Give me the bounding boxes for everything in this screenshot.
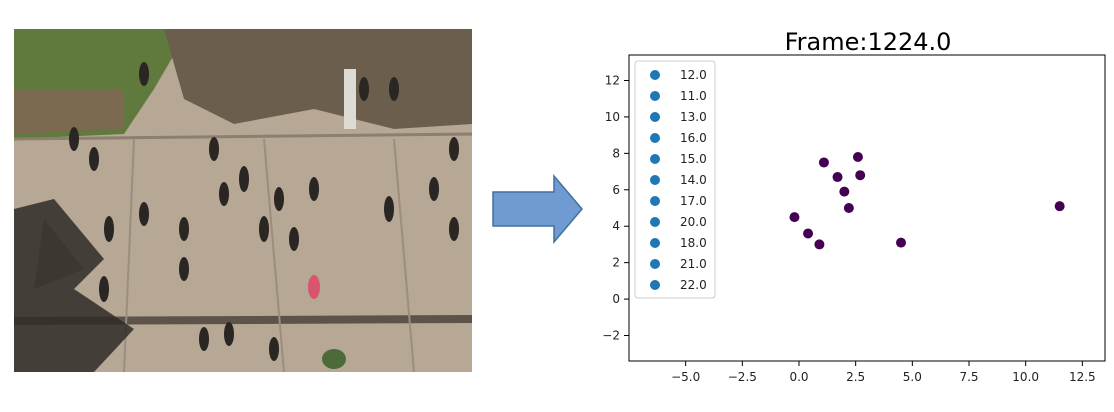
legend-label: 14.0 [680, 173, 707, 187]
legend-label: 18.0 [680, 236, 707, 250]
y-tick-label: 4 [612, 219, 620, 233]
legend-label: 22.0 [680, 278, 707, 292]
legend-label: 17.0 [680, 194, 707, 208]
plot-frame [628, 54, 1106, 362]
x-tick-label: −2.5 [728, 370, 757, 384]
chart-title: Frame:1224.0 [785, 28, 952, 56]
y-tick-label: 2 [612, 256, 620, 270]
y-tick-label: 8 [612, 146, 620, 160]
scatter-point [843, 203, 854, 213]
legend: 12.0 11.0 13.0 16.0 15.0 14.0 17.0 20.0 18.0 21.0… [634, 60, 716, 299]
scatter-point [896, 237, 906, 248]
y-tick-label: 12 [605, 74, 620, 88]
legend-marker [650, 112, 660, 122]
legend-marker [650, 70, 660, 80]
legend-label: 11.0 [680, 89, 707, 103]
scatter-point [855, 170, 866, 181]
x-tick-label: −5.0 [671, 370, 700, 384]
x-tick-label: 12.5 [1069, 370, 1096, 384]
legend-marker [650, 259, 660, 269]
legend-label: 15.0 [680, 152, 707, 166]
legend-marker [650, 196, 660, 206]
scatter-point [818, 157, 829, 168]
scatter-point [832, 172, 843, 183]
scatter-point [839, 186, 850, 197]
legend-marker [650, 154, 660, 164]
legend-label: 13.0 [680, 110, 707, 124]
legend-marker [650, 133, 660, 143]
crowd-photo [14, 29, 472, 372]
legend-marker [650, 280, 660, 290]
legend-label: 21.0 [680, 257, 707, 271]
scatter-point [789, 212, 800, 223]
x-tick-label: 2.5 [846, 370, 865, 384]
right-arrow-icon [492, 174, 583, 244]
legend-marker [650, 175, 660, 185]
scatter-point [1054, 201, 1065, 212]
x-tick-label: 0.0 [789, 370, 808, 384]
legend-label: 12.0 [680, 68, 707, 82]
x-tick-label: 10.0 [1012, 370, 1039, 384]
legend-label: 20.0 [680, 215, 707, 229]
scatter-point [814, 239, 825, 250]
legend-label: 16.0 [680, 131, 707, 145]
x-tick-label: 5.0 [903, 370, 922, 384]
y-tick-label: 6 [612, 183, 620, 197]
legend-marker [650, 217, 660, 227]
legend-marker [650, 91, 660, 101]
legend-marker [650, 238, 660, 248]
scatter-chart: Frame:1224.0 −5.0 −2.5 0.0 2.5 5.0 7.5 10.0 12.… [602, 28, 1106, 384]
scatter-point [852, 152, 863, 162]
scatter-point [803, 228, 814, 239]
y-tick-label: 10 [605, 110, 620, 124]
y-tick-label: −2 [602, 329, 620, 343]
x-tick-label: 7.5 [959, 370, 978, 384]
y-tick-label: 0 [612, 292, 620, 306]
